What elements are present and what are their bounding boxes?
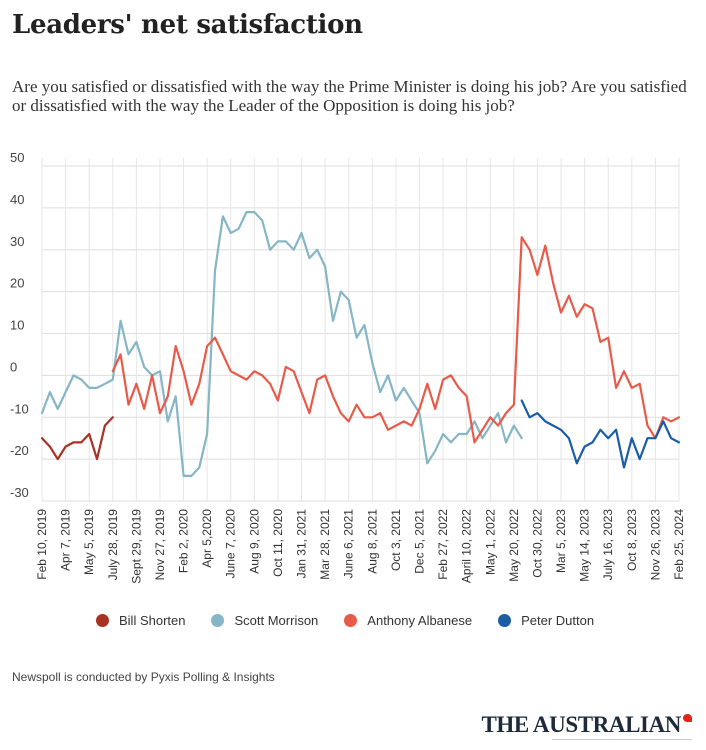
y-tick-label: 50 <box>10 150 24 165</box>
y-axis: 50 40 30 20 10 0 -10 -20 -30 <box>10 150 29 500</box>
x-tick-label: Mar 5, 2023 <box>554 509 568 573</box>
legend-label: Peter Dutton <box>521 613 595 628</box>
legend-swatch <box>96 614 109 627</box>
x-tick-label: April 10, 2022 <box>460 509 474 583</box>
x-tick-label: Feb 25, 2024 <box>672 509 686 580</box>
x-tick-label: Mar 28, 2021 <box>318 509 332 580</box>
x-tick-label: May 1, 2022 <box>483 509 497 575</box>
y-tick-label: 20 <box>10 276 24 291</box>
legend-swatch <box>498 614 512 627</box>
x-tick-label: Aug 8, 2021 <box>365 509 379 574</box>
legend-label: Scott Morrison <box>234 613 319 628</box>
y-tick-label: 0 <box>10 359 17 374</box>
legend-item: Peter Dutton <box>498 613 594 628</box>
legend-item: Anthony Albanese <box>344 613 472 628</box>
x-tick-label: Apr 5,2020 <box>200 509 214 568</box>
legend-item: Scott Morrison <box>211 613 318 628</box>
legend-label: Bill Shorten <box>119 613 186 628</box>
y-tick-label: 10 <box>10 318 24 333</box>
chart-subtitle: Are you satisfied or dissatisfied with t… <box>12 77 687 115</box>
x-tick-label: May 20, 2022 <box>507 509 521 582</box>
x-tick-label: Feb 10, 2019 <box>35 509 49 580</box>
y-tick-label: -10 <box>10 401 29 416</box>
x-tick-label: Nov 27, 2019 <box>153 509 167 581</box>
x-tick-label: Oct 30, 2022 <box>530 509 544 578</box>
footnote: Newspoll is conducted by Pyxis Polling &… <box>12 670 275 684</box>
x-tick-label: Dec 5, 2021 <box>412 509 426 574</box>
x-tick-label: Oct 11, 2020 <box>271 509 285 577</box>
brand-name: THE AUSTRALIAN <box>481 712 681 737</box>
series-line-anthony-albanese <box>111 236 681 444</box>
x-tick-label: June 6, 2021 <box>342 509 356 579</box>
x-tick-label: Nov 26, 2023 <box>648 509 662 581</box>
x-tick-label: Oct 3, 2021 <box>389 509 403 571</box>
legend-swatch <box>344 614 358 627</box>
chart-grid <box>41 158 680 502</box>
legend-item: Bill Shorten <box>96 613 185 628</box>
y-tick-label: 40 <box>10 192 24 207</box>
chart-legend: Bill Shorten Scott Morrison Anthony Albane… <box>96 613 594 628</box>
brand-rule <box>552 739 692 740</box>
line-chart: 50 40 30 20 10 0 -10 -20 -30 Feb 10, 2019 Apr 7, … <box>10 150 686 584</box>
x-tick-label: July 16, 2023 <box>601 509 615 581</box>
series-line-scott-morrison <box>40 211 523 477</box>
x-tick-label: Feb 27, 2022 <box>436 509 450 580</box>
x-tick-label: Oct 8, 2023 <box>625 509 639 571</box>
series-line-peter-dutton <box>520 399 681 469</box>
x-tick-label: Jan 31, 2021 <box>295 509 309 579</box>
x-tick-label: May 5, 2019 <box>82 509 96 575</box>
x-tick-label: July 28, 2019 <box>106 509 120 581</box>
legend-swatch <box>211 614 225 627</box>
brand-logo: THE AUSTRALIAN <box>481 712 692 744</box>
legend-label: Anthony Albanese <box>367 613 473 628</box>
x-tick-label: Apr 7, 2019 <box>59 509 73 571</box>
x-tick-label: Feb 2, 2020 <box>177 509 191 573</box>
y-tick-label: -30 <box>10 485 29 500</box>
y-tick-label: 30 <box>10 234 24 249</box>
x-tick-label: June 7, 2020 <box>224 509 238 579</box>
series-line-bill-shorten <box>40 416 114 461</box>
x-tick-label: Sept 29, 2019 <box>129 509 143 584</box>
x-tick-label: May 14, 2023 <box>578 509 592 582</box>
kangaroo-icon <box>683 714 692 722</box>
x-axis: Feb 10, 2019 Apr 7, 2019 May 5, 2019 July 2… <box>35 509 686 584</box>
y-tick-label: -20 <box>10 443 29 458</box>
chart-series-lines <box>40 211 681 477</box>
chart-title: Leaders' net satisfaction <box>12 10 363 40</box>
x-tick-label: Aug 9, 2020 <box>247 509 261 574</box>
